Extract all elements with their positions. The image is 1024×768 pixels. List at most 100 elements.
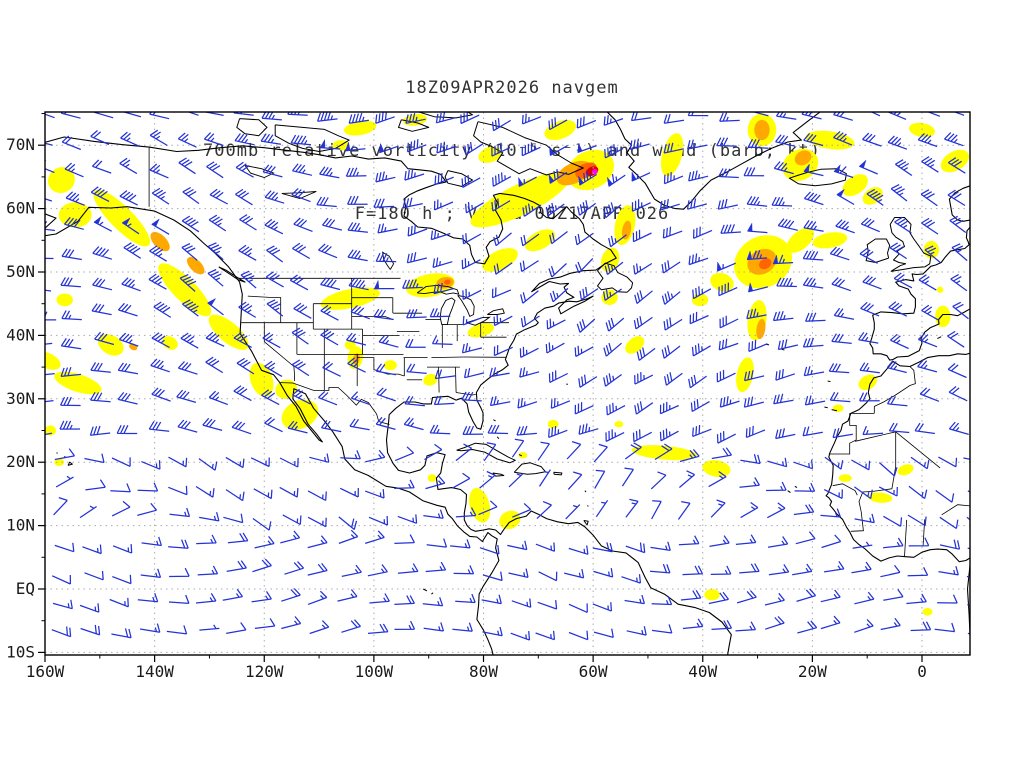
wind-barb — [947, 189, 966, 207]
wind-barb — [429, 308, 451, 318]
wind-barb — [889, 333, 909, 350]
wind-barb — [493, 314, 513, 327]
wind-barb — [743, 167, 765, 177]
wind-barb — [397, 514, 418, 524]
wind-barb — [546, 318, 566, 330]
border-line — [855, 431, 896, 442]
lat-tick-label: 50N — [6, 262, 35, 281]
wind-barb — [45, 342, 53, 345]
wind-barb — [907, 514, 927, 527]
island-outline — [583, 520, 589, 526]
wind-barb — [606, 402, 626, 416]
vorticity-blob — [625, 336, 645, 354]
wind-barb — [522, 203, 542, 217]
wind-barb — [347, 222, 368, 233]
wind-barb — [233, 112, 254, 116]
wind-barb — [521, 113, 542, 125]
wind-barb — [797, 620, 818, 634]
lake-outline — [487, 308, 505, 315]
lon-tick-label: 20W — [798, 662, 827, 681]
wind-barb — [433, 395, 455, 406]
wind-barb — [338, 516, 358, 530]
wind-barb — [236, 357, 255, 375]
wind-barb — [266, 299, 284, 317]
political-borders — [148, 146, 970, 557]
wind-barb — [578, 423, 599, 435]
wind-barb — [906, 593, 927, 605]
wind-barb — [279, 486, 299, 498]
wind-barb — [883, 515, 903, 527]
vorticity-blob — [621, 220, 632, 240]
wind-barb — [481, 594, 502, 605]
wind-barb — [254, 618, 276, 630]
wind-barb — [686, 198, 707, 210]
vorticity-blob — [208, 314, 249, 350]
wind-barb — [85, 479, 106, 491]
wind-barb — [878, 486, 898, 497]
vorticity-blob — [631, 445, 698, 461]
wind-barb — [862, 132, 882, 147]
wind-barb — [90, 130, 110, 146]
lon-tick-label: 40W — [688, 662, 717, 681]
wind-barb — [887, 135, 908, 150]
wind-barb — [168, 456, 188, 468]
wind-barb — [854, 618, 874, 633]
wind-barb — [921, 217, 939, 235]
vorticity-blob — [832, 404, 844, 413]
wind-barb — [625, 498, 639, 518]
wind-barb — [745, 425, 766, 438]
wind-barb — [345, 167, 367, 177]
wind-barb — [318, 243, 338, 259]
wind-barb — [535, 542, 556, 552]
island-outline — [831, 409, 838, 412]
wind-barb — [90, 391, 111, 403]
wind-barb — [833, 307, 855, 320]
wind-barb — [282, 514, 302, 526]
wind-barb — [79, 603, 100, 613]
wind-barb — [226, 560, 247, 573]
lat-tick-label: 60N — [6, 199, 35, 218]
wind-barb — [151, 223, 170, 235]
wind-barb — [859, 362, 880, 374]
wind-barb — [491, 118, 512, 132]
wind-barb — [908, 537, 930, 547]
wind-barb — [803, 191, 824, 206]
wind-barb — [461, 175, 481, 188]
wind-barb — [119, 190, 138, 206]
wind-barb — [54, 542, 75, 553]
wind-barb — [934, 622, 956, 633]
wind-barb — [479, 470, 496, 489]
wind-barb — [520, 315, 540, 328]
wind-barb — [692, 226, 713, 239]
wind-barb — [339, 487, 359, 498]
wind-barb — [831, 277, 852, 292]
vorticity-blob — [47, 167, 75, 194]
wind-barb — [281, 588, 301, 602]
wind-barb — [348, 278, 369, 291]
wind-barb — [736, 590, 757, 604]
wind-barb-flag — [373, 279, 380, 289]
wind-barb — [908, 485, 928, 499]
lake-outline — [382, 251, 395, 270]
wind-barb — [202, 417, 223, 432]
wind-barb — [289, 274, 309, 291]
wind-barb — [564, 568, 585, 579]
wind-barb — [121, 222, 140, 235]
vorticity-blob — [786, 227, 815, 253]
coastline — [948, 185, 970, 222]
wind-barb — [743, 396, 764, 408]
wind-barb — [634, 372, 654, 385]
wind-barb — [793, 504, 815, 516]
wind-barb — [593, 628, 614, 639]
vorticity-blob — [499, 510, 521, 530]
wind-barb — [518, 176, 537, 188]
island-outline — [781, 348, 785, 351]
wind-barb — [377, 223, 398, 234]
wind-barb — [197, 565, 219, 576]
wind-barb — [235, 188, 253, 206]
wind-barb — [198, 458, 218, 471]
vorticity-blob — [862, 187, 883, 205]
wind-barb — [883, 537, 904, 549]
wind-barb — [307, 535, 328, 549]
wind-barb — [464, 202, 485, 214]
